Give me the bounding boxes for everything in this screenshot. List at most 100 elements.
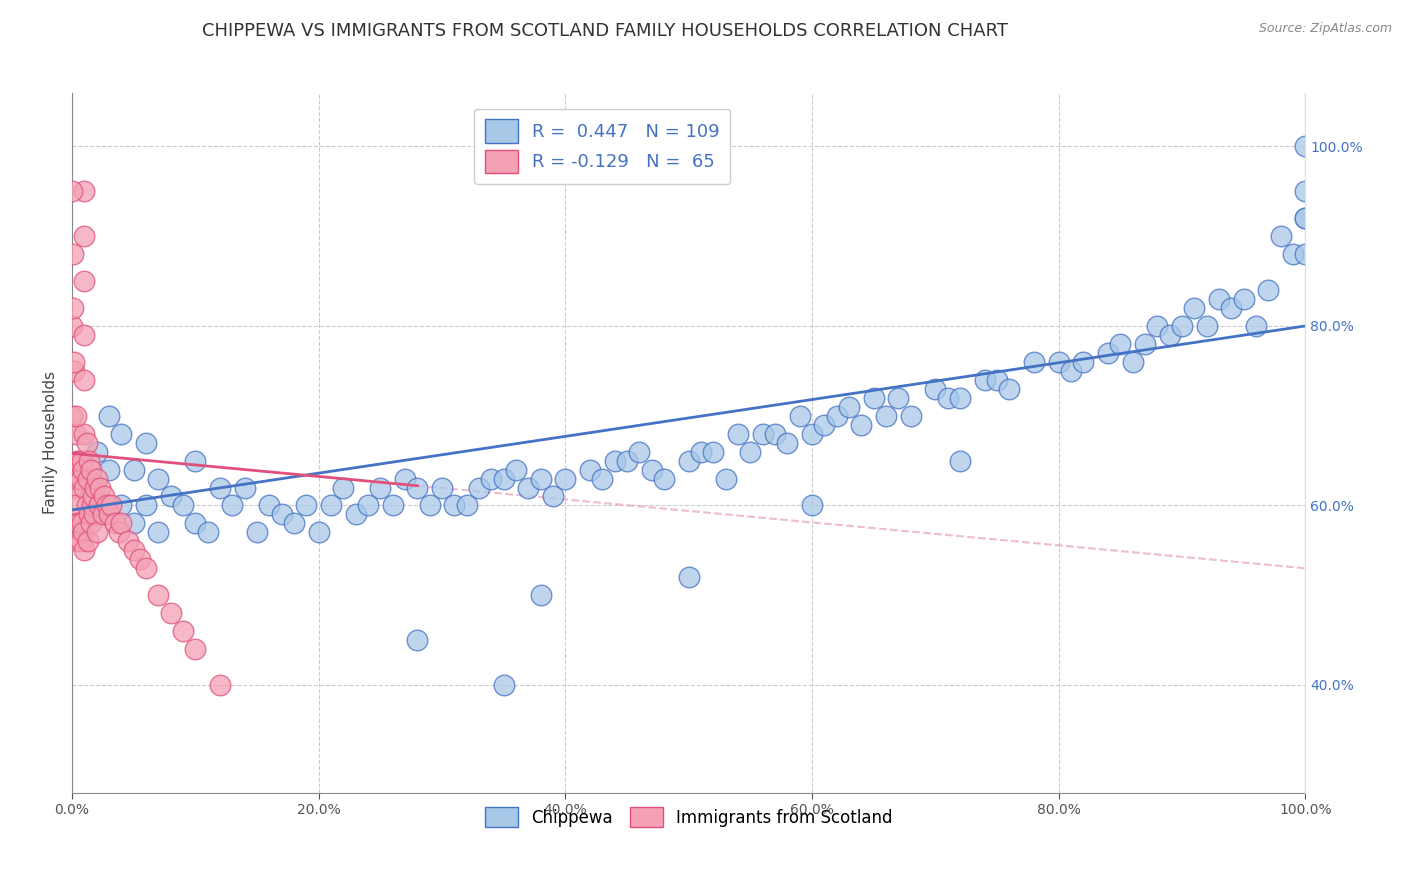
- Point: [949, 391, 972, 405]
- Point: [60, 409, 83, 423]
- Point: [652, 471, 675, 485]
- Point: [73, 327, 96, 342]
- Point: [616, 453, 638, 467]
- Point: [456, 499, 478, 513]
- Point: [1294, 211, 1316, 226]
- Point: [468, 481, 491, 495]
- Point: [135, 561, 157, 575]
- Point: [86, 444, 108, 458]
- Point: [66, 516, 89, 531]
- Point: [1233, 292, 1256, 306]
- Point: [740, 444, 762, 458]
- Point: [184, 516, 207, 531]
- Y-axis label: Family Households: Family Households: [44, 371, 58, 514]
- Point: [63, 462, 86, 476]
- Point: [77, 453, 100, 467]
- Point: [319, 499, 342, 513]
- Point: [60, 481, 83, 495]
- Point: [1109, 337, 1132, 351]
- Point: [936, 391, 959, 405]
- Point: [67, 516, 90, 531]
- Point: [949, 453, 972, 467]
- Point: [1097, 346, 1119, 360]
- Point: [89, 481, 111, 495]
- Point: [60, 184, 83, 198]
- Point: [104, 516, 127, 531]
- Point: [530, 471, 553, 485]
- Point: [77, 508, 100, 522]
- Point: [406, 633, 429, 648]
- Point: [1182, 301, 1205, 315]
- Text: Source: ZipAtlas.com: Source: ZipAtlas.com: [1258, 22, 1392, 36]
- Point: [67, 453, 90, 467]
- Point: [1294, 139, 1316, 153]
- Point: [283, 516, 305, 531]
- Point: [1257, 283, 1279, 297]
- Point: [221, 499, 243, 513]
- Point: [60, 318, 83, 333]
- Point: [900, 409, 922, 423]
- Point: [110, 516, 132, 531]
- Point: [79, 462, 101, 476]
- Point: [875, 409, 897, 423]
- Point: [479, 471, 502, 485]
- Point: [148, 525, 170, 540]
- Point: [73, 274, 96, 288]
- Point: [148, 588, 170, 602]
- Point: [70, 516, 93, 531]
- Point: [554, 471, 576, 485]
- Point: [259, 499, 281, 513]
- Point: [851, 417, 873, 432]
- Point: [1073, 355, 1095, 369]
- Point: [406, 481, 429, 495]
- Point: [1060, 364, 1083, 378]
- Point: [1047, 355, 1070, 369]
- Point: [91, 508, 114, 522]
- Point: [69, 534, 91, 549]
- Point: [79, 516, 101, 531]
- Point: [887, 391, 910, 405]
- Point: [208, 678, 231, 692]
- Point: [789, 409, 811, 423]
- Point: [82, 490, 104, 504]
- Point: [98, 508, 121, 522]
- Point: [172, 499, 194, 513]
- Point: [430, 481, 453, 495]
- Point: [72, 525, 94, 540]
- Point: [122, 543, 145, 558]
- Point: [825, 409, 848, 423]
- Point: [83, 508, 105, 522]
- Point: [98, 462, 121, 476]
- Point: [62, 301, 84, 315]
- Point: [233, 481, 256, 495]
- Point: [63, 364, 86, 378]
- Point: [381, 499, 404, 513]
- Point: [89, 499, 111, 513]
- Point: [184, 453, 207, 467]
- Point: [73, 373, 96, 387]
- Point: [73, 471, 96, 485]
- Point: [96, 499, 118, 513]
- Point: [77, 471, 100, 485]
- Point: [77, 534, 100, 549]
- Point: [70, 453, 93, 467]
- Point: [813, 417, 835, 432]
- Point: [197, 525, 219, 540]
- Point: [714, 471, 737, 485]
- Point: [184, 642, 207, 657]
- Point: [678, 570, 700, 584]
- Point: [110, 499, 132, 513]
- Point: [973, 373, 995, 387]
- Point: [801, 426, 824, 441]
- Point: [344, 508, 367, 522]
- Point: [159, 606, 181, 620]
- Point: [67, 471, 90, 485]
- Point: [541, 490, 564, 504]
- Point: [357, 499, 380, 513]
- Point: [86, 471, 108, 485]
- Point: [108, 525, 131, 540]
- Point: [73, 481, 96, 495]
- Point: [73, 229, 96, 244]
- Point: [80, 499, 103, 513]
- Point: [1022, 355, 1045, 369]
